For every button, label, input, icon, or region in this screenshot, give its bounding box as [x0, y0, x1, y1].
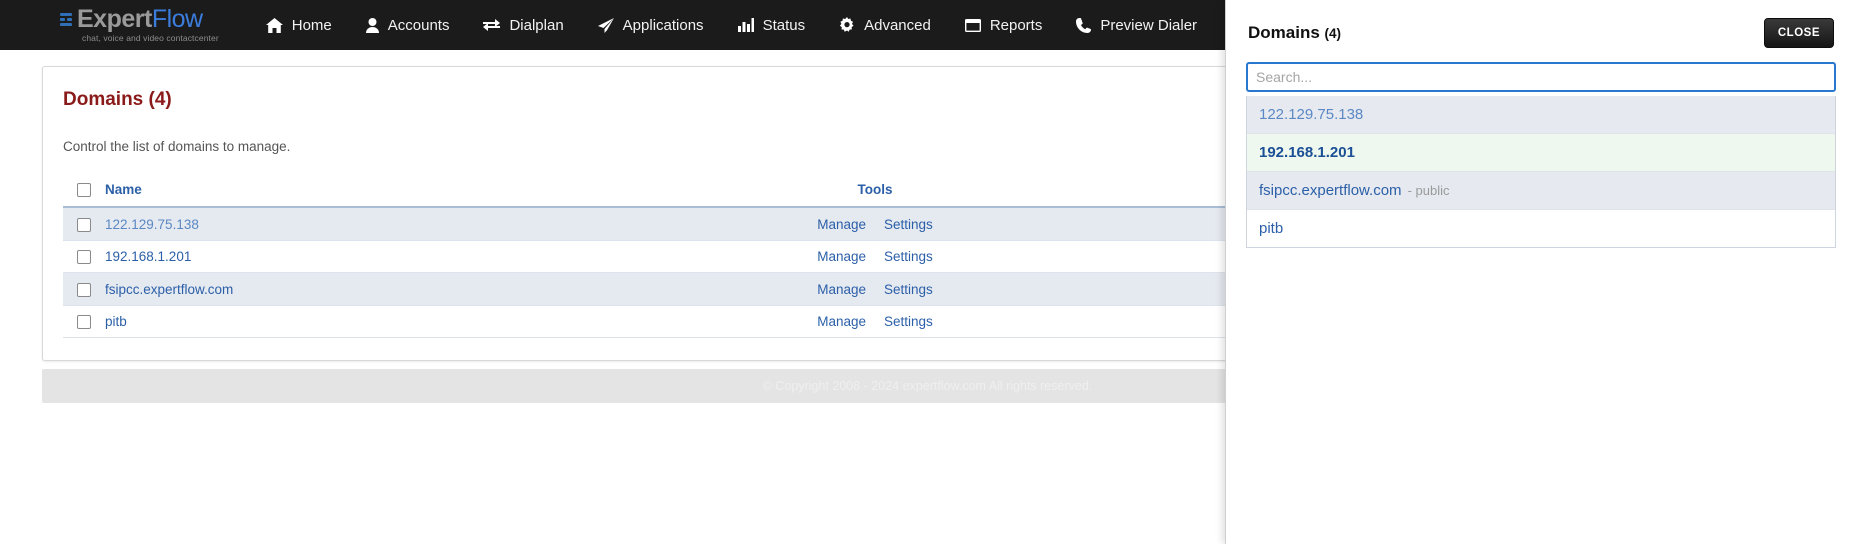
brand-name-secondary: Flow: [151, 5, 203, 34]
copyright-text: © Copyright 2008 - 2024 expertflow.com A…: [762, 379, 1093, 393]
manage-link[interactable]: Manage: [817, 281, 866, 297]
logo-dots-icon: [60, 13, 72, 27]
panel-count: (4): [1324, 26, 1342, 41]
manage-link[interactable]: Manage: [817, 313, 866, 329]
paper-plane-icon: [597, 17, 614, 33]
panel-header: Domains (4) CLOSE: [1226, 0, 1856, 48]
nav-item-applications[interactable]: Applications: [581, 0, 721, 50]
bar-chart-icon: [737, 18, 754, 32]
column-header-tools[interactable]: Tools: [665, 176, 1085, 209]
row-name-cell: pitb: [105, 305, 665, 339]
list-item[interactable]: fsipcc.expertflow.com - public: [1247, 172, 1835, 210]
row-name-cell: 122.129.75.138: [105, 207, 665, 241]
row-tools-cell: Manage Settings: [665, 305, 1085, 339]
list-item[interactable]: 122.129.75.138: [1247, 96, 1835, 134]
window-icon: [964, 18, 981, 32]
nav-item-advanced[interactable]: Advanced: [822, 0, 948, 50]
nav-label: Home: [291, 16, 332, 34]
page-description: Control the list of domains to manage.: [63, 139, 291, 154]
list-item-label: fsipcc.expertflow.com: [1259, 182, 1402, 199]
list-item-sub: - public: [1407, 183, 1450, 198]
nav-menu: Home Accounts Dialplan Applications: [249, 0, 1214, 50]
domain-link[interactable]: fsipcc.expertflow.com: [105, 281, 234, 297]
row-name-cell: fsipcc.expertflow.com: [105, 272, 665, 306]
nav-item-reports[interactable]: Reports: [948, 0, 1060, 50]
brand-tagline: chat, voice and video contactcenter: [82, 33, 219, 44]
nav-item-status[interactable]: Status: [721, 0, 823, 50]
row-name-cell: 192.168.1.201: [105, 240, 665, 274]
nav-label: Advanced: [864, 16, 931, 34]
row-checkbox[interactable]: [77, 250, 91, 265]
domain-link[interactable]: 192.168.1.201: [105, 249, 192, 265]
settings-link[interactable]: Settings: [884, 313, 933, 329]
nav-item-home[interactable]: Home: [249, 0, 349, 50]
row-select-cell: [63, 305, 105, 339]
row-select-cell: [63, 240, 105, 274]
row-select-cell: [63, 272, 105, 306]
settings-link[interactable]: Settings: [884, 249, 933, 265]
row-select-cell: [63, 207, 105, 241]
column-header-name[interactable]: Name: [105, 176, 665, 209]
close-button[interactable]: CLOSE: [1763, 18, 1834, 48]
nav-label: Reports: [989, 16, 1043, 34]
panel-title-text: Domains: [1248, 23, 1320, 42]
settings-link[interactable]: Settings: [884, 216, 933, 232]
settings-link[interactable]: Settings: [884, 281, 933, 297]
domain-link[interactable]: pitb: [105, 313, 127, 329]
page-title: Domains (4): [63, 89, 172, 110]
phone-icon: [1076, 17, 1092, 33]
list-item-label: 122.129.75.138: [1259, 106, 1364, 123]
brand-logo[interactable]: Expert Flow chat, voice and video contact…: [60, 7, 219, 43]
nav-label: Applications: [622, 16, 704, 34]
row-tools-cell: Manage Settings: [665, 272, 1085, 306]
list-item-label: pitb: [1259, 220, 1284, 237]
panel-title: Domains (4): [1248, 23, 1341, 43]
nav-label: Preview Dialer: [1100, 16, 1198, 34]
exchange-icon: [483, 18, 501, 32]
search-input[interactable]: [1246, 62, 1836, 92]
nav-item-preview-dialer[interactable]: Preview Dialer: [1059, 0, 1214, 50]
domains-side-panel: Domains (4) CLOSE 122.129.75.138 192.168…: [1225, 0, 1856, 544]
domain-options-list: 122.129.75.138 192.168.1.201 fsipcc.expe…: [1246, 96, 1836, 248]
panel-search-wrap: [1226, 48, 1856, 92]
row-checkbox[interactable]: [77, 282, 91, 297]
list-item[interactable]: pitb: [1247, 210, 1835, 247]
gear-icon: [839, 17, 855, 33]
select-all-checkbox[interactable]: [77, 183, 91, 198]
row-tools-cell: Manage Settings: [665, 207, 1085, 241]
list-item[interactable]: 192.168.1.201: [1247, 134, 1835, 172]
user-icon: [365, 17, 379, 33]
row-tools-cell: Manage Settings: [665, 240, 1085, 274]
brand-name-primary: Expert: [77, 5, 152, 34]
list-item-label: 192.168.1.201: [1259, 144, 1355, 161]
home-icon: [265, 17, 283, 33]
nav-item-accounts[interactable]: Accounts: [349, 0, 467, 50]
select-all-header: [63, 176, 105, 209]
nav-item-dialplan[interactable]: Dialplan: [466, 0, 580, 50]
row-checkbox[interactable]: [77, 217, 91, 232]
domain-link[interactable]: 122.129.75.138: [105, 216, 199, 232]
row-checkbox[interactable]: [77, 315, 91, 330]
manage-link[interactable]: Manage: [817, 249, 866, 265]
nav-label: Status: [762, 16, 806, 34]
nav-label: Dialplan: [509, 16, 564, 34]
nav-label: Accounts: [387, 16, 450, 34]
manage-link[interactable]: Manage: [817, 216, 866, 232]
